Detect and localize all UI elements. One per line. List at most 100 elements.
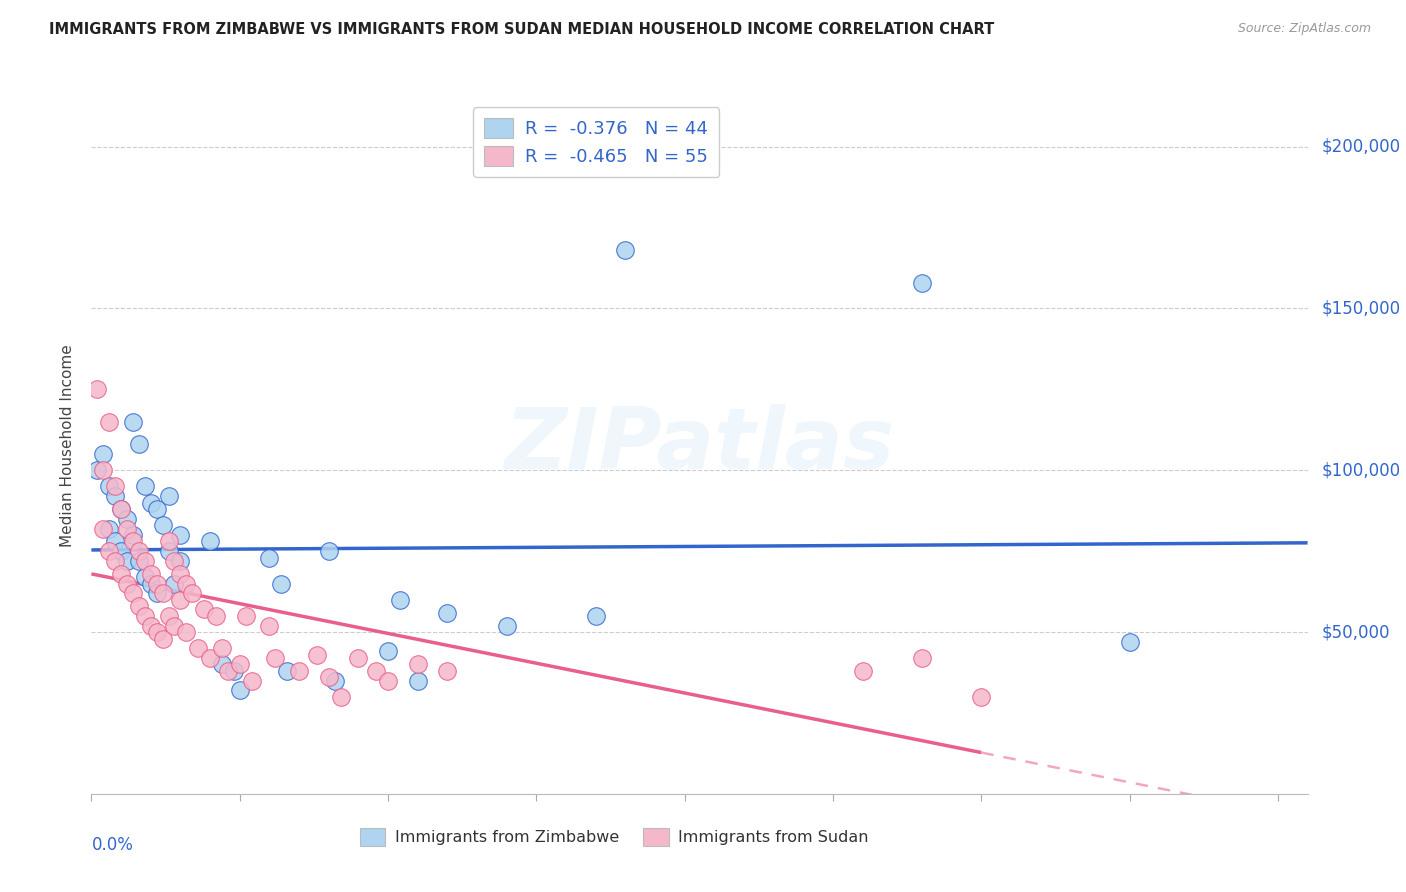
Point bbox=[436, 664, 458, 678]
Point bbox=[145, 502, 167, 516]
Point bbox=[259, 618, 281, 632]
Point bbox=[122, 534, 145, 549]
Point bbox=[217, 664, 239, 678]
Point bbox=[495, 618, 517, 632]
Point bbox=[104, 479, 127, 493]
Y-axis label: Median Household Income: Median Household Income bbox=[60, 344, 76, 548]
Text: $50,000: $50,000 bbox=[1322, 624, 1391, 641]
Point bbox=[128, 544, 150, 558]
Point bbox=[122, 586, 145, 600]
Point bbox=[205, 608, 228, 623]
Point bbox=[115, 576, 138, 591]
Text: $100,000: $100,000 bbox=[1322, 461, 1400, 479]
Point bbox=[157, 534, 180, 549]
Point bbox=[115, 522, 138, 536]
Point bbox=[122, 415, 145, 429]
Text: Source: ZipAtlas.com: Source: ZipAtlas.com bbox=[1237, 22, 1371, 36]
Point bbox=[134, 570, 156, 584]
Point bbox=[318, 544, 340, 558]
Point bbox=[163, 554, 186, 568]
Point bbox=[276, 664, 298, 678]
Point bbox=[198, 651, 221, 665]
Point bbox=[228, 683, 250, 698]
Point bbox=[157, 489, 180, 503]
Point bbox=[852, 664, 875, 678]
Point bbox=[187, 641, 209, 656]
Point bbox=[259, 550, 281, 565]
Point bbox=[91, 522, 114, 536]
Point bbox=[176, 625, 198, 640]
Point bbox=[198, 534, 221, 549]
Point bbox=[169, 592, 191, 607]
Text: IMMIGRANTS FROM ZIMBABWE VS IMMIGRANTS FROM SUDAN MEDIAN HOUSEHOLD INCOME CORREL: IMMIGRANTS FROM ZIMBABWE VS IMMIGRANTS F… bbox=[49, 22, 994, 37]
Point bbox=[235, 608, 257, 623]
Point bbox=[406, 673, 429, 688]
Point bbox=[139, 495, 162, 509]
Point bbox=[91, 447, 114, 461]
Point bbox=[388, 592, 411, 607]
Point bbox=[169, 528, 191, 542]
Point bbox=[122, 528, 145, 542]
Point bbox=[145, 576, 167, 591]
Point bbox=[145, 625, 167, 640]
Point bbox=[98, 415, 121, 429]
Point bbox=[104, 489, 127, 503]
Point bbox=[288, 664, 311, 678]
Point bbox=[110, 566, 132, 581]
Point bbox=[614, 244, 637, 258]
Point bbox=[139, 566, 162, 581]
Point bbox=[169, 554, 191, 568]
Point bbox=[110, 544, 132, 558]
Point bbox=[911, 276, 934, 290]
Point bbox=[152, 632, 174, 646]
Point bbox=[98, 522, 121, 536]
Point bbox=[240, 673, 263, 688]
Point bbox=[134, 479, 156, 493]
Point bbox=[163, 576, 186, 591]
Point bbox=[911, 651, 934, 665]
Point bbox=[222, 664, 245, 678]
Point bbox=[163, 618, 186, 632]
Point bbox=[264, 651, 287, 665]
Point bbox=[98, 544, 121, 558]
Text: $200,000: $200,000 bbox=[1322, 137, 1400, 156]
Point bbox=[406, 657, 429, 672]
Point bbox=[329, 690, 352, 704]
Point bbox=[128, 554, 150, 568]
Point bbox=[970, 690, 993, 704]
Point bbox=[104, 554, 127, 568]
Point bbox=[128, 599, 150, 614]
Point bbox=[181, 586, 204, 600]
Point bbox=[152, 518, 174, 533]
Point bbox=[110, 502, 132, 516]
Point bbox=[134, 608, 156, 623]
Point bbox=[115, 512, 138, 526]
Point bbox=[176, 576, 198, 591]
Point bbox=[211, 641, 233, 656]
Point bbox=[347, 651, 370, 665]
Point bbox=[211, 657, 233, 672]
Point bbox=[128, 437, 150, 451]
Point bbox=[377, 673, 399, 688]
Point bbox=[193, 602, 215, 616]
Point bbox=[115, 554, 138, 568]
Point bbox=[152, 586, 174, 600]
Point bbox=[323, 673, 346, 688]
Point bbox=[134, 554, 156, 568]
Text: 0.0%: 0.0% bbox=[91, 836, 134, 854]
Point bbox=[1118, 634, 1140, 648]
Point bbox=[86, 383, 108, 397]
Point bbox=[318, 670, 340, 684]
Point bbox=[436, 606, 458, 620]
Point bbox=[86, 463, 108, 477]
Point bbox=[270, 576, 292, 591]
Point bbox=[157, 608, 180, 623]
Point bbox=[305, 648, 328, 662]
Point bbox=[91, 463, 114, 477]
Point bbox=[139, 618, 162, 632]
Legend: Immigrants from Zimbabwe, Immigrants from Sudan: Immigrants from Zimbabwe, Immigrants fro… bbox=[353, 822, 875, 852]
Point bbox=[585, 608, 607, 623]
Point bbox=[366, 664, 388, 678]
Point bbox=[377, 644, 399, 658]
Point bbox=[169, 566, 191, 581]
